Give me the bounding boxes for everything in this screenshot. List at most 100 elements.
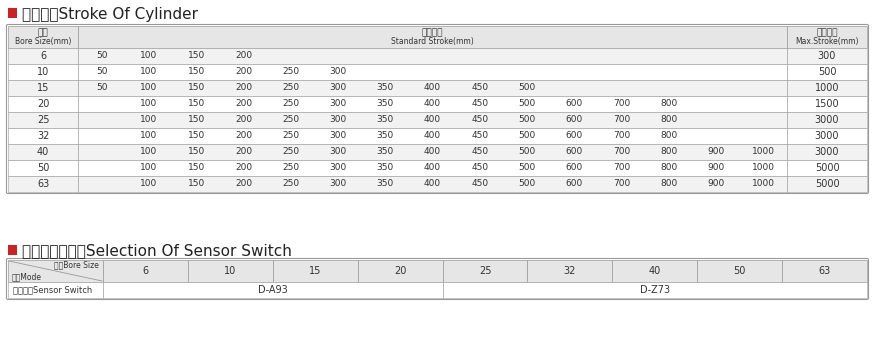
FancyBboxPatch shape — [6, 24, 869, 194]
Text: 450: 450 — [472, 180, 488, 189]
Text: 350: 350 — [376, 180, 394, 189]
Text: 450: 450 — [472, 84, 488, 93]
Bar — [8, 64, 78, 80]
Text: 200: 200 — [234, 68, 252, 77]
Text: 63: 63 — [818, 266, 830, 276]
Bar — [787, 96, 867, 112]
Bar — [528, 260, 612, 282]
Bar — [78, 96, 787, 112]
Text: 800: 800 — [661, 180, 677, 189]
Bar — [78, 26, 787, 48]
Text: 500: 500 — [518, 180, 536, 189]
Text: 40: 40 — [648, 266, 661, 276]
Text: 350: 350 — [376, 163, 394, 172]
Text: 400: 400 — [424, 99, 441, 108]
Text: 250: 250 — [282, 116, 299, 125]
Text: 800: 800 — [661, 148, 677, 157]
Text: 900: 900 — [708, 180, 724, 189]
Text: 250: 250 — [282, 163, 299, 172]
Bar — [273, 260, 358, 282]
Text: 标准行程: 标准行程 — [422, 28, 444, 37]
Bar — [782, 260, 867, 282]
Bar — [612, 260, 697, 282]
Text: 150: 150 — [187, 51, 205, 60]
Text: 最大行程: 最大行程 — [816, 28, 837, 37]
Text: 800: 800 — [661, 116, 677, 125]
Text: 32: 32 — [37, 131, 49, 141]
Text: 400: 400 — [424, 131, 441, 140]
Text: 600: 600 — [565, 148, 583, 157]
Text: 450: 450 — [472, 99, 488, 108]
Text: 350: 350 — [376, 131, 394, 140]
Text: 1000: 1000 — [815, 83, 839, 93]
Bar — [787, 176, 867, 192]
Text: 300: 300 — [329, 68, 346, 77]
Text: 300: 300 — [329, 163, 346, 172]
Bar — [8, 26, 78, 48]
Text: 20: 20 — [394, 266, 406, 276]
Text: 3000: 3000 — [815, 115, 839, 125]
Text: 450: 450 — [472, 116, 488, 125]
Bar — [8, 48, 78, 64]
Text: 缸径: 缸径 — [38, 28, 48, 37]
Text: 400: 400 — [424, 180, 441, 189]
Text: 25: 25 — [37, 115, 49, 125]
Text: 250: 250 — [282, 99, 299, 108]
Bar — [787, 64, 867, 80]
Text: 15: 15 — [37, 83, 49, 93]
Text: 150: 150 — [187, 131, 205, 140]
Text: 200: 200 — [234, 163, 252, 172]
Bar — [103, 282, 443, 298]
Text: 25: 25 — [479, 266, 491, 276]
Text: 600: 600 — [565, 99, 583, 108]
Text: 200: 200 — [234, 148, 252, 157]
Bar — [443, 260, 528, 282]
Text: 气缸行程Stroke Of Cylinder: 气缸行程Stroke Of Cylinder — [22, 6, 198, 22]
Bar — [8, 144, 78, 160]
Text: 900: 900 — [708, 163, 724, 172]
Text: 32: 32 — [564, 266, 576, 276]
Text: 250: 250 — [282, 84, 299, 93]
Text: 200: 200 — [234, 51, 252, 60]
Text: 20: 20 — [37, 99, 49, 109]
Text: 200: 200 — [234, 116, 252, 125]
Text: 50: 50 — [96, 51, 108, 60]
Text: 200: 200 — [234, 84, 252, 93]
Text: 100: 100 — [140, 51, 158, 60]
Text: 150: 150 — [187, 148, 205, 157]
Text: 700: 700 — [613, 131, 630, 140]
Text: 450: 450 — [472, 131, 488, 140]
Bar — [8, 80, 78, 96]
Bar — [787, 48, 867, 64]
Text: 300: 300 — [329, 180, 346, 189]
Text: 10: 10 — [37, 67, 49, 77]
Text: 500: 500 — [818, 67, 836, 77]
Text: 250: 250 — [282, 180, 299, 189]
Text: 50: 50 — [733, 266, 746, 276]
Text: 1000: 1000 — [752, 148, 775, 157]
Bar — [78, 112, 787, 128]
Text: 800: 800 — [661, 163, 677, 172]
Text: 500: 500 — [518, 99, 536, 108]
Text: 500: 500 — [518, 84, 536, 93]
Bar — [787, 144, 867, 160]
Text: 300: 300 — [329, 84, 346, 93]
Text: 1000: 1000 — [752, 163, 775, 172]
Bar — [78, 128, 787, 144]
Bar — [8, 282, 103, 298]
Text: 500: 500 — [518, 116, 536, 125]
Text: 800: 800 — [661, 99, 677, 108]
Text: 200: 200 — [234, 180, 252, 189]
Text: 6: 6 — [143, 266, 149, 276]
Text: 300: 300 — [329, 116, 346, 125]
Bar — [78, 160, 787, 176]
Text: 150: 150 — [187, 68, 205, 77]
Text: 型式Mode: 型式Mode — [12, 273, 42, 282]
Text: D-A93: D-A93 — [258, 285, 288, 295]
Text: 400: 400 — [424, 148, 441, 157]
Text: 600: 600 — [565, 116, 583, 125]
FancyBboxPatch shape — [6, 258, 869, 300]
Text: 5000: 5000 — [815, 163, 839, 173]
Text: 700: 700 — [613, 180, 630, 189]
Text: 63: 63 — [37, 179, 49, 189]
